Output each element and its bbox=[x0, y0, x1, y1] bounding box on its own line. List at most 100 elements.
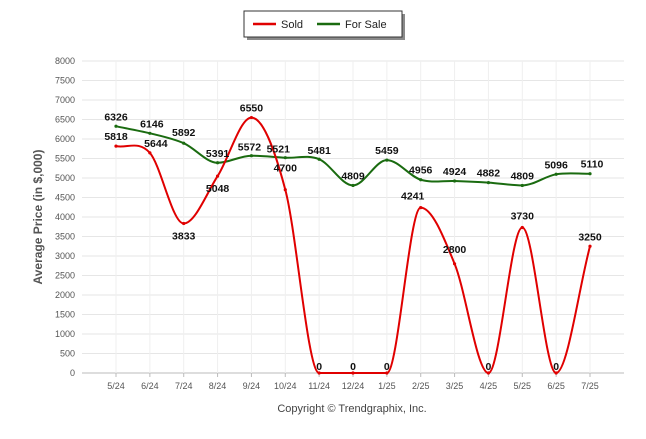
legend: Sold For Sale bbox=[243, 10, 405, 40]
data-point bbox=[182, 221, 186, 226]
x-tick-label: 11/24 bbox=[308, 381, 330, 391]
data-label: 0 bbox=[384, 361, 390, 373]
x-tick-label: 10/24 bbox=[274, 381, 297, 391]
x-tick-label: 2/25 bbox=[412, 381, 430, 391]
y-axis-ticks: 0 500 1000 1500 2000 2500 3000 3500 4000 4500 5000… bbox=[55, 56, 75, 378]
data-label: 5892 bbox=[172, 127, 196, 139]
data-label: 5048 bbox=[206, 183, 230, 195]
data-point bbox=[520, 183, 524, 188]
data-point bbox=[283, 156, 287, 160]
y-tick-label: 5000 bbox=[55, 173, 75, 183]
data-point bbox=[452, 179, 457, 183]
data-point bbox=[249, 154, 254, 158]
data-point bbox=[385, 158, 389, 162]
data-label: 4809 bbox=[341, 170, 365, 182]
data-label: 5818 bbox=[104, 131, 128, 143]
x-tick-label: 5/25 bbox=[514, 381, 532, 391]
data-point bbox=[419, 178, 423, 182]
data-label: 4882 bbox=[477, 168, 501, 180]
data-label: 3250 bbox=[578, 231, 602, 243]
data-label: 4956 bbox=[409, 165, 433, 177]
x-tick-label: 7/24 bbox=[175, 381, 193, 391]
x-axis-ticks: 5/24 6/24 7/24 8/24 9/24 10/24 11/24 12/24 1/25 2… bbox=[107, 381, 599, 391]
x-tick-label: 5/24 bbox=[107, 381, 125, 391]
data-point bbox=[588, 244, 592, 248]
data-label: 0 bbox=[553, 361, 559, 373]
data-label: 6550 bbox=[240, 103, 264, 115]
y-tick-label: 7500 bbox=[55, 76, 75, 86]
y-tick-label: 1000 bbox=[55, 329, 75, 339]
data-point bbox=[317, 371, 321, 375]
x-tick-label: 12/24 bbox=[342, 381, 365, 391]
data-label: 5391 bbox=[206, 148, 230, 160]
data-label: 0 bbox=[350, 361, 356, 373]
y-tick-label: 3000 bbox=[55, 251, 75, 261]
data-label: 6326 bbox=[104, 111, 128, 123]
data-point bbox=[486, 181, 491, 185]
data-label: 5572 bbox=[238, 142, 262, 154]
data-point bbox=[114, 144, 118, 148]
x-tick-label: 1/25 bbox=[378, 381, 396, 391]
data-point bbox=[452, 262, 457, 266]
y-tick-label: 1500 bbox=[55, 310, 75, 320]
legend-label-sold: Sold bbox=[281, 19, 303, 31]
data-label: 3833 bbox=[172, 231, 196, 243]
data-point bbox=[588, 172, 592, 176]
gridlines bbox=[82, 60, 624, 377]
y-tick-label: 7000 bbox=[55, 95, 75, 105]
y-tick-label: 5500 bbox=[55, 154, 75, 164]
y-tick-label: 3500 bbox=[55, 232, 75, 242]
data-label: 4700 bbox=[274, 163, 298, 175]
data-point bbox=[283, 188, 287, 192]
legend-label-for-sale: For Sale bbox=[345, 19, 387, 31]
data-point bbox=[215, 161, 220, 165]
data-point bbox=[249, 115, 254, 120]
data-point bbox=[419, 206, 423, 210]
y-tick-label: 4000 bbox=[55, 212, 75, 222]
data-labels: 5818 5644 3833 5048 6550 4700 0 0 0 4241 2800 0 3730… bbox=[104, 103, 603, 373]
y-tick-label: 8000 bbox=[55, 56, 75, 66]
data-label: 4924 bbox=[443, 166, 467, 178]
y-tick-label: 500 bbox=[60, 349, 75, 359]
x-tick-label: 6/25 bbox=[547, 381, 565, 391]
data-label: 4809 bbox=[511, 170, 535, 182]
data-label: 5521 bbox=[267, 144, 291, 156]
data-point bbox=[317, 157, 321, 161]
data-point bbox=[114, 124, 118, 128]
series-lines bbox=[114, 115, 592, 375]
data-point bbox=[351, 371, 355, 375]
y-tick-label: 6500 bbox=[55, 115, 75, 125]
data-label: 0 bbox=[486, 361, 492, 373]
data-label: 5644 bbox=[144, 138, 168, 150]
x-tick-label: 9/24 bbox=[243, 381, 261, 391]
x-tick-label: 7/25 bbox=[581, 381, 599, 391]
data-point bbox=[215, 174, 220, 178]
data-label: 3730 bbox=[511, 211, 535, 223]
y-tick-label: 2000 bbox=[55, 290, 75, 300]
y-tick-label: 0 bbox=[70, 368, 75, 378]
data-point bbox=[351, 183, 355, 188]
data-point bbox=[554, 371, 558, 375]
data-label: 5459 bbox=[375, 145, 399, 157]
data-label: 4241 bbox=[401, 191, 425, 203]
y-tick-label: 2500 bbox=[55, 271, 75, 281]
data-point bbox=[148, 131, 152, 135]
x-tick-label: 3/25 bbox=[446, 381, 464, 391]
y-axis-title: Average Price (in $,000) bbox=[31, 150, 45, 285]
data-point bbox=[520, 225, 524, 230]
data-point bbox=[486, 371, 491, 375]
x-tick-label: 6/24 bbox=[141, 381, 159, 391]
data-label: 5110 bbox=[581, 159, 604, 171]
data-point bbox=[182, 141, 186, 145]
x-tick-label: 4/25 bbox=[480, 381, 498, 391]
data-point bbox=[554, 172, 558, 176]
data-label: 6146 bbox=[140, 118, 164, 130]
x-tick-label: 8/24 bbox=[209, 381, 227, 391]
copyright-credit: Copyright © Trendgraphix, Inc. bbox=[277, 403, 426, 415]
data-point bbox=[148, 151, 152, 155]
y-tick-label: 6000 bbox=[55, 134, 75, 144]
data-label: 5481 bbox=[307, 145, 331, 157]
data-label: 2800 bbox=[443, 244, 467, 256]
